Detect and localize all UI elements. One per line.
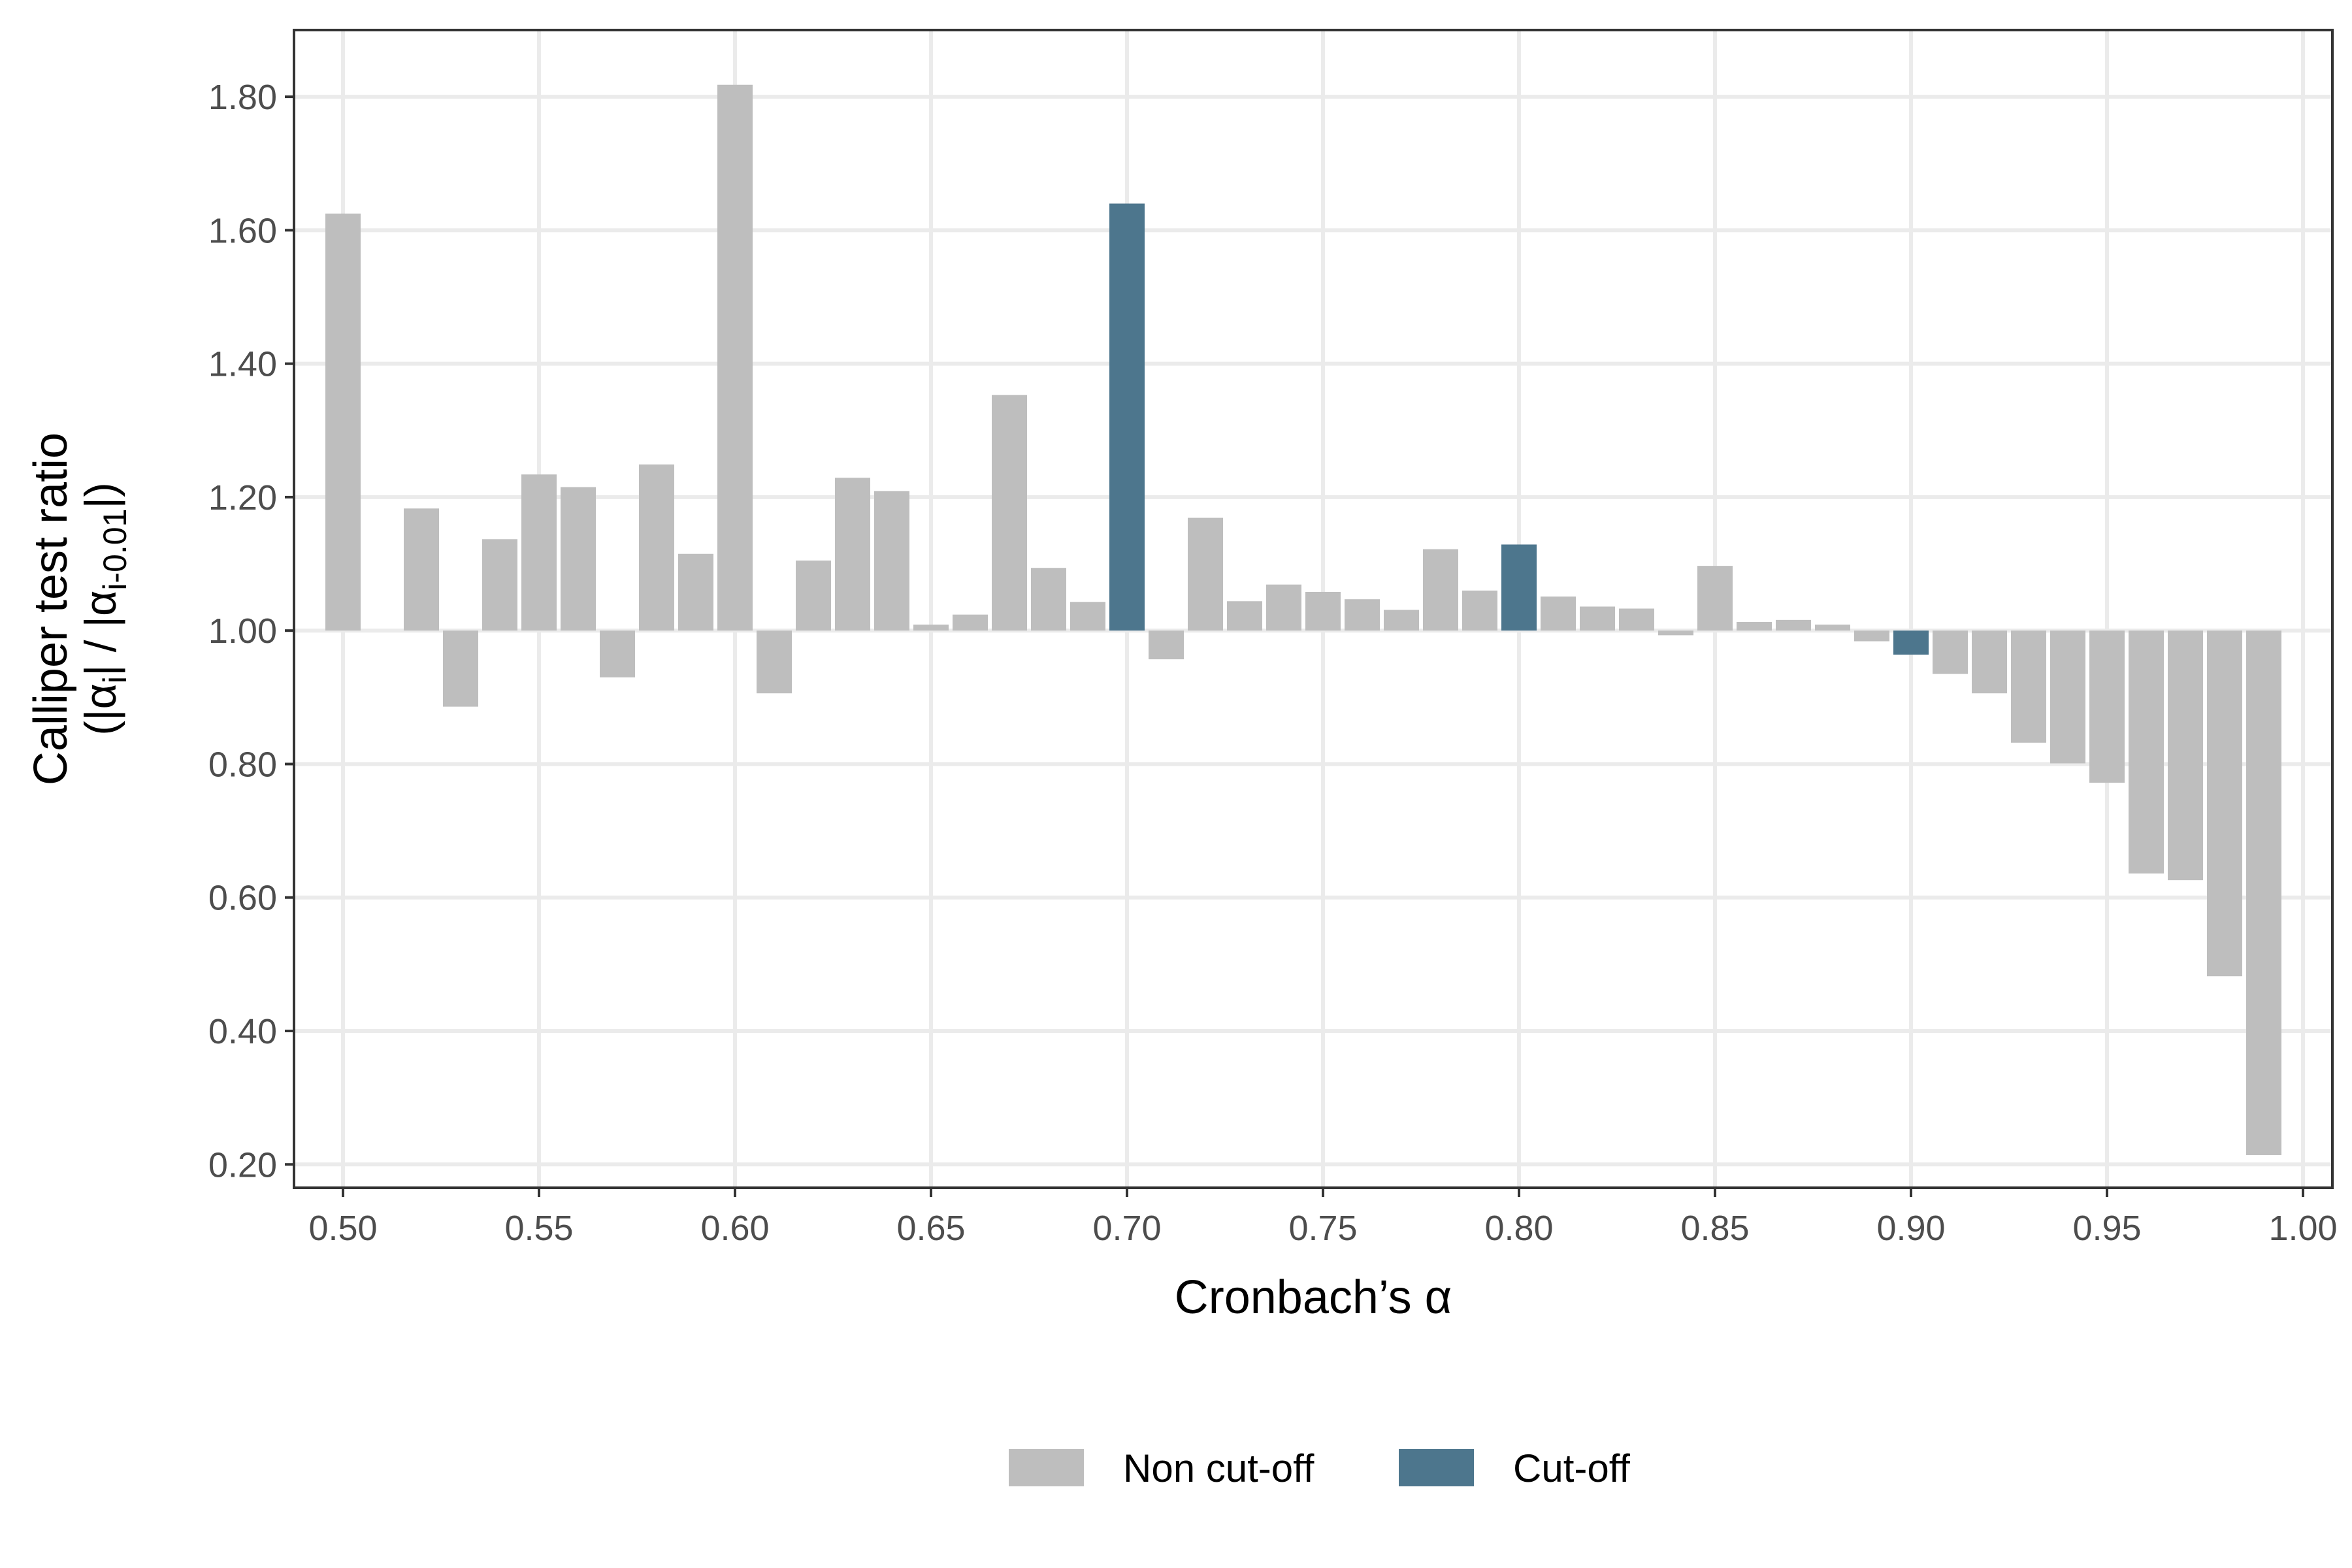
non-cut-off-bar — [1423, 549, 1458, 631]
non-cut-off-bar — [639, 464, 674, 631]
non-cut-off-bar — [1266, 584, 1301, 631]
non-cut-off-bar — [835, 478, 870, 631]
non-cut-off-bar — [796, 560, 831, 631]
x-tick-label: 0.95 — [2072, 1209, 2141, 1248]
legend-label-non-cut-off: Non cut-off — [1123, 1446, 1315, 1490]
legend-key-non-cut-off — [1009, 1449, 1084, 1486]
non-cut-off-bar — [1972, 630, 2007, 694]
x-tick-label: 0.70 — [1092, 1209, 1161, 1248]
non-cut-off-bar — [561, 487, 596, 631]
non-cut-off-bar — [1580, 606, 1615, 631]
x-axis-title: Cronbach’s α — [1175, 1271, 1452, 1324]
non-cut-off-bar — [2168, 630, 2203, 881]
non-cut-off-bar — [2050, 630, 2085, 764]
y-tick-label: 0.60 — [208, 879, 277, 918]
non-cut-off-bar — [1188, 517, 1223, 631]
non-cut-off-bar — [2207, 630, 2242, 977]
cut-off-bar — [1109, 203, 1145, 631]
non-cut-off-bar — [1658, 630, 1693, 636]
tick-layer: 0.20 0.40 0.60 0.80 1.00 1.20 1.40 1.60 1.80 0.50… — [208, 78, 2338, 1248]
non-cut-off-bar — [1854, 630, 1889, 642]
non-cut-off-bar — [992, 395, 1027, 631]
non-cut-off-bar — [1933, 630, 1968, 674]
cut-off-bar — [1501, 544, 1537, 631]
y-tick-label: 1.00 — [208, 612, 277, 651]
non-cut-off-bar — [1776, 619, 1811, 631]
cut-off-bar — [1893, 630, 1929, 655]
plot-border — [293, 29, 2334, 1189]
y-tick-label: 1.80 — [208, 78, 277, 117]
y-tick-label: 1.40 — [208, 345, 277, 384]
legend-label-cut-off: Cut-off — [1513, 1446, 1630, 1490]
y-tick-label: 1.20 — [208, 478, 277, 517]
non-cut-off-bar — [2246, 630, 2281, 1155]
non-cut-off-bar — [717, 84, 753, 631]
non-cut-off-bar — [325, 213, 361, 631]
non-cut-off-bar — [1462, 590, 1497, 631]
y-tick-label: 0.40 — [208, 1012, 277, 1051]
non-cut-off-bar — [404, 508, 439, 631]
non-cut-off-bar — [2011, 630, 2046, 743]
non-cut-off-bar — [1619, 608, 1654, 631]
non-cut-off-bar — [600, 630, 635, 678]
non-cut-off-bar — [443, 630, 478, 707]
y-axis-title-line2: (|αi| / |αi-0.01|) — [76, 482, 133, 735]
non-cut-off-bar — [1149, 630, 1184, 660]
non-cut-off-bar — [678, 553, 713, 631]
y-title-subscript-1: i — [97, 676, 133, 683]
x-tick-label: 0.75 — [1288, 1209, 1357, 1248]
non-cut-off-bar — [953, 614, 988, 631]
non-cut-off-bar — [1541, 596, 1576, 631]
x-tick-label: 0.85 — [1680, 1209, 1749, 1248]
non-cut-off-bar — [521, 474, 557, 631]
non-cut-off-bar — [1031, 568, 1066, 631]
non-cut-off-bar — [482, 539, 517, 631]
non-cut-off-bar — [2089, 630, 2125, 783]
y-title-subscript-2: i-0.01 — [97, 509, 133, 591]
x-tick-label: 0.60 — [700, 1209, 769, 1248]
non-cut-off-bar — [874, 491, 909, 631]
non-cut-off-bar — [1815, 625, 1850, 631]
x-tick-label: 0.90 — [1876, 1209, 1945, 1248]
non-cut-off-bar — [757, 630, 792, 694]
non-cut-off-bar — [913, 625, 949, 631]
non-cut-off-bar — [1384, 610, 1419, 631]
non-cut-off-bar — [1345, 599, 1380, 631]
x-tick-label: 0.65 — [896, 1209, 965, 1248]
y-title-part-3: |) — [76, 482, 125, 508]
y-axis-title: Calliper test ratio (|αi| / |αi-0.01|) — [25, 433, 133, 785]
non-cut-off-bar — [1070, 602, 1105, 631]
legend-key-cut-off — [1399, 1449, 1474, 1486]
non-cut-off-bar — [1227, 601, 1262, 631]
y-tick-label: 0.20 — [208, 1145, 277, 1184]
non-cut-off-bar — [1697, 566, 1733, 631]
y-tick-label: 0.80 — [208, 745, 277, 784]
x-tick-label: 0.50 — [308, 1209, 377, 1248]
bar-layer — [325, 84, 2281, 1155]
x-tick-label: 1.00 — [2268, 1209, 2337, 1248]
y-title-part-1: (|α — [76, 683, 125, 736]
y-title-part-2: | / |α — [76, 591, 125, 676]
non-cut-off-bar — [1737, 621, 1772, 631]
x-tick-label: 0.55 — [504, 1209, 573, 1248]
legend: Non cut-off Cut-off — [1009, 1446, 1630, 1490]
y-axis-title-line1: Calliper test ratio — [25, 433, 77, 785]
non-cut-off-bar — [1305, 591, 1341, 631]
y-tick-label: 1.60 — [208, 211, 277, 250]
non-cut-off-bar — [2129, 630, 2164, 874]
x-tick-label: 0.80 — [1484, 1209, 1553, 1248]
